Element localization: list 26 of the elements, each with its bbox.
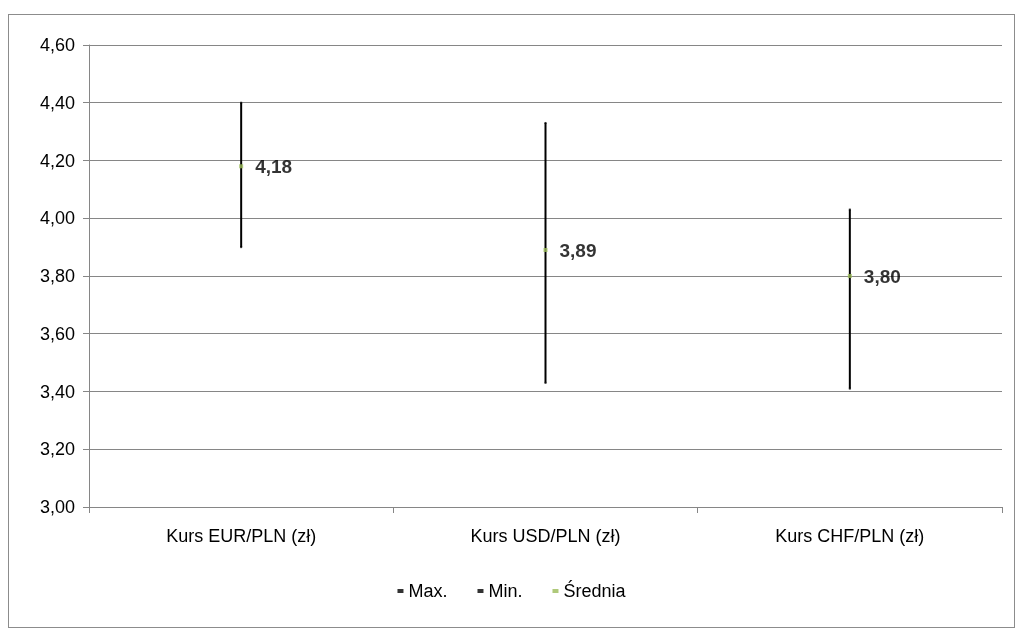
point [544,381,547,384]
data-label: 4,18 [255,155,293,177]
y-tick-label: 3,80 [39,266,75,286]
y-tick-label: 3,20 [39,439,75,460]
point [543,248,548,253]
x-tick-label: Kurs USD/PLN (zł) [470,526,621,546]
data-label: 3,89 [559,239,597,261]
y-tick-label: 3,00 [39,497,75,517]
y-tick-label: 3,40 [39,381,75,402]
x-tick-label: Kurs EUR/PLN (zł) [166,526,317,546]
point [847,274,852,278]
point [848,208,851,211]
y-tick-label: 3,60 [39,323,75,344]
y-tick-label: 4,60 [39,35,75,55]
point [240,246,243,249]
legend-label: Min. [488,581,523,601]
point [848,387,851,390]
y-tick-label: 4,00 [39,208,75,229]
y-tick-label: 4,20 [39,150,75,171]
x-tick-label: Kurs CHF/PLN (zł) [775,526,925,546]
y-tick-label: 4,40 [39,92,75,113]
point [240,101,243,104]
legend-label: Średnia [563,580,627,601]
point [544,121,547,124]
legend-label: Max. [408,581,448,601]
point [239,164,244,169]
